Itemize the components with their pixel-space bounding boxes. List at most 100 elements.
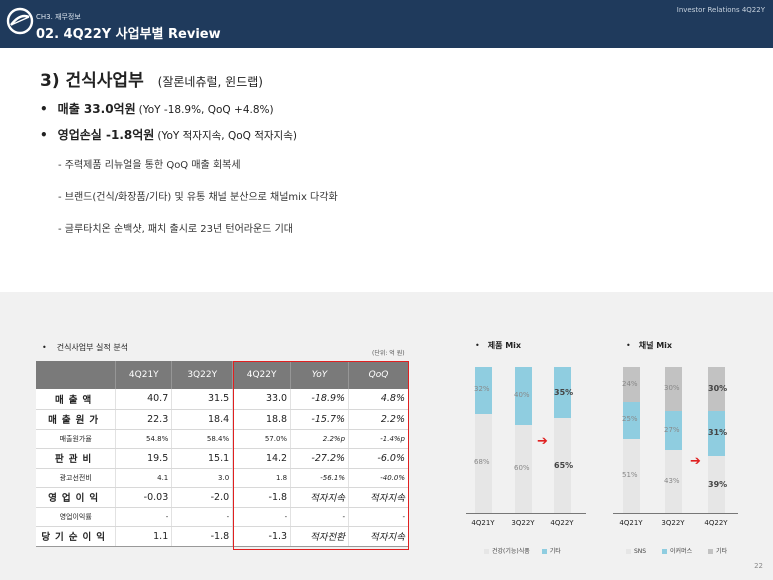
- table-row: 광고선전비 4.1 3.0 1.8 -56.1% -40.0%: [36, 468, 409, 488]
- data-label: 27%: [664, 425, 680, 434]
- bar-segment: [554, 418, 571, 513]
- table-row: 당기순이익 1.1 -1.8 -1.3 적자전환 적자지속: [36, 526, 409, 547]
- table-cell: -15.7%: [290, 409, 350, 430]
- table-row: 매출원가 22.3 18.4 18.8 -15.7% 2.2%: [36, 409, 409, 430]
- table-cell: 58.4%: [171, 429, 234, 449]
- table-cell: -: [232, 507, 292, 527]
- channel-mix-title: • 채널 Mix: [626, 341, 673, 350]
- x-tick-label: 4Q22Y: [550, 519, 574, 527]
- table-row: 영업이익률 - - - - -: [36, 507, 409, 527]
- product-mix-title-text: 제품 Mix: [487, 341, 522, 350]
- table-row: 영업이익 -0.03 -2.0 -1.8 적자지속 적자지속: [36, 487, 409, 508]
- data-label: 35%: [554, 387, 574, 397]
- x-tick-label: 4Q21Y: [471, 519, 495, 527]
- legend-label: 건강(기능)식품: [492, 548, 530, 555]
- row-label: 영업이익: [36, 487, 117, 508]
- detail-line-3: - 글루타치온 순백샷, 패치 출시로 23년 턴어라운드 기대: [58, 224, 293, 235]
- table-cell: 3.0: [171, 468, 234, 488]
- table-cell: -: [115, 507, 173, 527]
- table-header: YoY: [290, 361, 350, 389]
- bar-segment: [623, 402, 640, 439]
- row-label: 판관비: [36, 448, 117, 469]
- table-cell: 적자지속: [290, 487, 350, 508]
- table-cell: -1.3: [232, 526, 292, 547]
- data-label: 30%: [708, 383, 728, 393]
- table-body: 매출액 40.7 31.5 33.0 -18.9% 4.8% 매출원가 22.3 18.4 18.…: [36, 389, 409, 547]
- row-label: 매출원가: [36, 409, 117, 430]
- bar-segment: [665, 367, 682, 411]
- bullet-operating-loss: • 영업손실 -1.8억원 (YoY 적자지속, QoQ 적자지속): [40, 126, 297, 143]
- chapter-label: CH3. 재무정보: [36, 13, 81, 21]
- table-header: 4Q21Y: [115, 361, 173, 389]
- section-title-text: 3) 건식사업부: [40, 71, 144, 91]
- bar-segment: [708, 456, 725, 513]
- data-label: 68%: [474, 458, 490, 467]
- x-tick-label: 3Q22Y: [511, 519, 535, 527]
- data-label: 32%: [474, 385, 490, 394]
- table-row: 매출액 40.7 31.5 33.0 -18.9% 4.8%: [36, 389, 409, 410]
- x-tick-label: 4Q22Y: [704, 519, 728, 527]
- header-bar: CH3. 재무정보 02. 4Q22Y 사업부별 Review Investor…: [0, 0, 773, 48]
- table-cell: 54.8%: [115, 429, 173, 449]
- table-cell: -: [171, 507, 234, 527]
- table-cell: 4.1: [115, 468, 173, 488]
- table-cell: 19.5: [115, 448, 173, 469]
- x-tick-label: 3Q22Y: [661, 519, 685, 527]
- table-cell: -27.2%: [290, 448, 350, 469]
- section-subtitle: (잘론네츄럴, 윈드랩): [157, 75, 263, 89]
- table-cell: -2.0: [171, 487, 234, 508]
- channel-mix-title-text: 채널 Mix: [638, 341, 673, 350]
- table-cell: 22.3: [115, 409, 173, 430]
- performance-table: 4Q21Y 3Q22Y 4Q22Y YoY QoQ 매출액 40.7 31.5 33.…: [36, 361, 409, 547]
- table-cell: -1.8: [171, 526, 234, 547]
- page-title: 02. 4Q22Y 사업부별 Review: [36, 27, 221, 42]
- table-header: 3Q22Y: [171, 361, 234, 389]
- bar-segment: [554, 367, 571, 419]
- table-row: 판관비 19.5 15.1 14.2 -27.2% -6.0%: [36, 448, 409, 469]
- data-label: 51%: [622, 470, 638, 479]
- table-cell: -56.1%: [290, 468, 350, 488]
- data-label: 43%: [664, 476, 680, 485]
- bar-segment: [515, 425, 532, 513]
- data-label: 31%: [708, 428, 728, 438]
- table-title: • 건식사업부 실적 분석: [42, 343, 129, 352]
- legend-label: 기타: [716, 548, 728, 555]
- detail-line-2: - 브랜드(건식/화장품/기타) 및 유통 채널 분산으로 채널mix 다각화: [58, 192, 338, 203]
- x-axis: [613, 513, 738, 514]
- table-cell: 31.5: [171, 389, 234, 410]
- product-mix-legend: 건강(기능)식품 기타: [484, 546, 561, 555]
- table-cell: 1.1: [115, 526, 173, 547]
- bar-segment: [515, 367, 532, 426]
- data-label: 30%: [664, 383, 680, 392]
- table-cell: 15.1: [171, 448, 234, 469]
- table-cell: 18.4: [171, 409, 234, 430]
- table-cell: -0.03: [115, 487, 173, 508]
- company-logo-icon: [6, 7, 34, 35]
- table-cell: 2.2%p: [290, 429, 350, 449]
- table-cell: 40.7: [115, 389, 173, 410]
- table-cell: -18.9%: [290, 389, 350, 410]
- data-label: 24%: [622, 379, 638, 388]
- arrow-right-icon: ➔: [537, 434, 548, 449]
- row-label: 매출원가율: [36, 429, 117, 449]
- section-title: 3) 건식사업부 (잘론네츄럴, 윈드랩): [40, 66, 263, 91]
- channel-mix-legend: SNS 이커머스 기타: [626, 546, 727, 555]
- arrow-right-icon: ➔: [690, 454, 701, 469]
- bar-segment: [708, 410, 725, 457]
- bullet-revenue-main: 매출 33.0억원: [57, 102, 136, 116]
- bar-segment: [623, 438, 640, 513]
- legend-label: 이커머스: [670, 548, 693, 555]
- table-cell: 1.8: [232, 468, 292, 488]
- bullet-revenue: • 매출 33.0억원 (YoY -18.9%, QoQ +4.8%): [40, 100, 274, 117]
- bullet-dot: •: [40, 102, 48, 116]
- bullet-loss-main: 영업손실 -1.8억원: [57, 128, 155, 142]
- row-label: 당기순이익: [36, 526, 117, 547]
- table-cell: 적자전환: [290, 526, 350, 547]
- highlight-box: [233, 361, 409, 550]
- table-header-row: 4Q21Y 3Q22Y 4Q22Y YoY QoQ: [36, 361, 409, 389]
- data-label: 60%: [514, 464, 530, 473]
- bullet-dot: •: [40, 128, 48, 142]
- table-header: 4Q22Y: [232, 361, 292, 389]
- data-label: 25%: [622, 415, 638, 424]
- bar-segment: [708, 367, 725, 411]
